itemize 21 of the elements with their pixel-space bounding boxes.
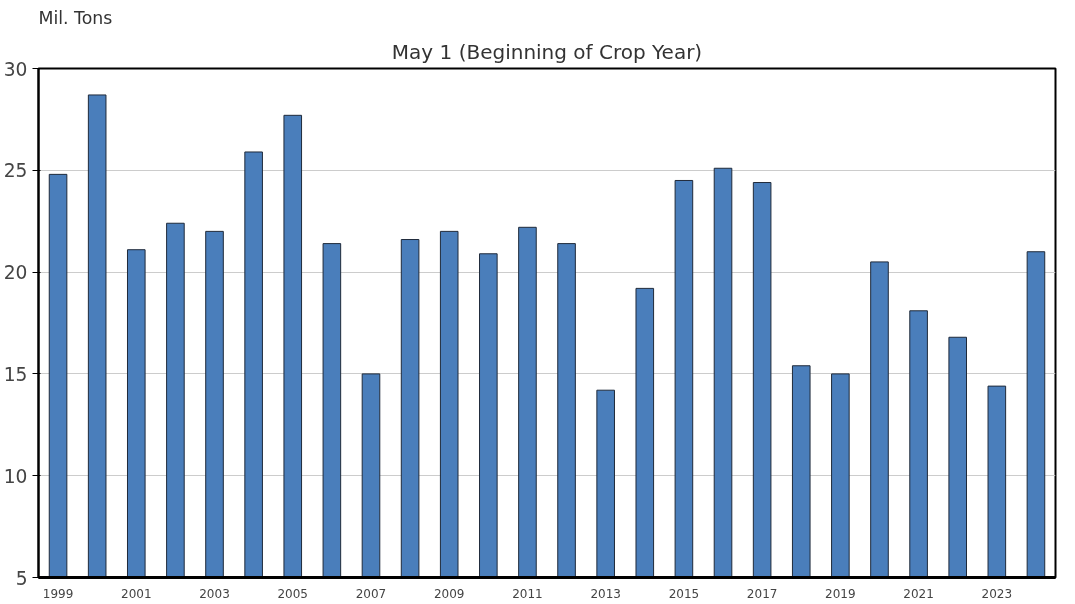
y-tick-label: 30 [3,58,28,80]
x-tick-label: 2013 [590,586,621,601]
y-axis-title: Mil. Tons [38,7,113,28]
y-tick-label: 10 [3,465,28,487]
x-tick-label: 2009 [433,586,465,601]
x-tick-label: 2011 [512,586,543,601]
chart-title: May 1 (Beginning of Crop Year) [391,39,703,64]
x-tick-label: 2019 [825,586,856,601]
x-tick-label: 2003 [199,586,230,601]
x-tick-label: 2001 [121,586,152,601]
x-tick-label: 2021 [903,586,934,601]
x-tick-label: 2023 [981,586,1013,601]
y-tick-label: 15 [3,363,28,385]
x-tick-label: 2005 [277,586,309,601]
y-tick-label: 25 [3,160,28,182]
x-tick-label: 2007 [355,586,387,601]
y-tick-label: 5 [15,567,28,589]
y-tick-label: 20 [3,262,28,284]
x-tick-label: 2017 [746,586,778,601]
x-tick-label: 2015 [668,586,700,601]
x-tick-label: 1999 [42,586,74,601]
